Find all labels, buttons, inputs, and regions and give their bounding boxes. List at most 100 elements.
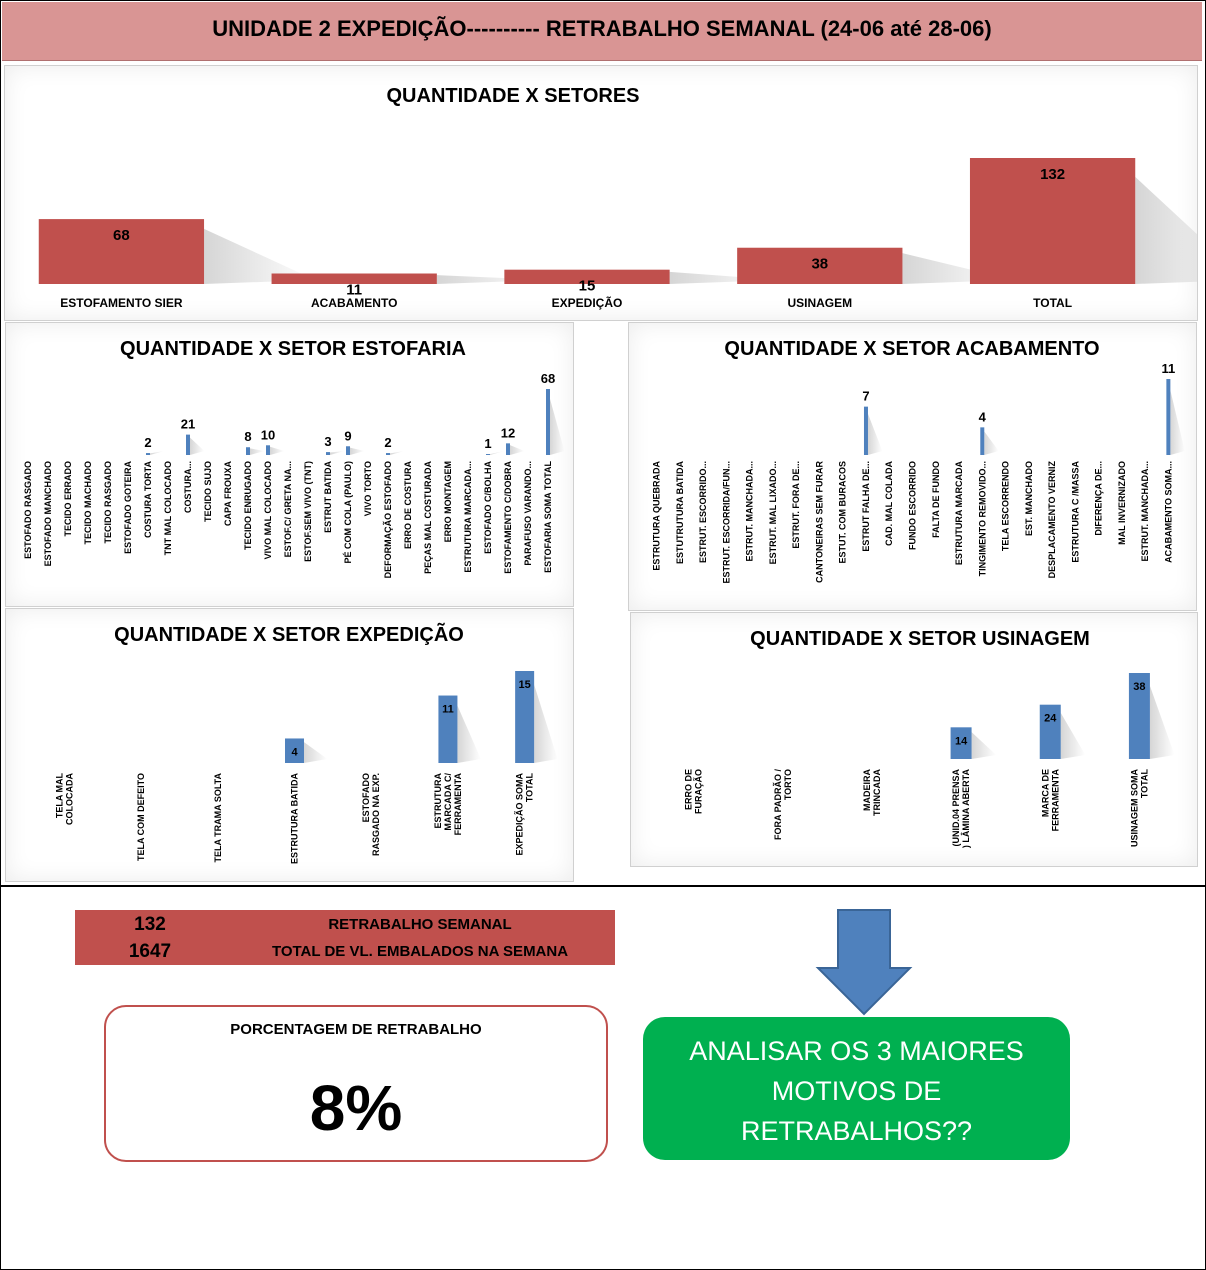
rework-value: 132 xyxy=(134,914,166,935)
chart-panel-expedicao: QUANTIDADE X SETOR EXPEDIÇÃO TELA MALCOL… xyxy=(5,608,574,882)
category-label: CANTONEIRAS SEM FURAR xyxy=(814,461,824,583)
chart-panel-setores: QUANTIDADE X SETORES 68 ESTOFAMENTO SIER 1… xyxy=(4,65,1198,321)
category-label: FALTA DE FUNDO xyxy=(931,461,941,538)
bar-shadow xyxy=(330,451,345,455)
category-label: ESTUTRUTURA BATIDA xyxy=(675,461,685,564)
category-label: EXPEDIÇÃO SOMATOTAL xyxy=(515,773,535,856)
bar-shadow xyxy=(457,705,481,763)
rework-label: RETRABALHO SEMANAL xyxy=(328,916,512,933)
bar-shadow xyxy=(490,451,505,455)
category-label: DESPLACAMENTO VERNIZ xyxy=(1047,460,1057,578)
data-label: 11 xyxy=(346,282,362,299)
header-bar: UNIDADE 2 EXPEDIÇÃO---------- RETRABALHO… xyxy=(2,2,1202,61)
bar-shadow xyxy=(1170,390,1185,455)
bar-8 xyxy=(186,434,190,455)
bar-15 xyxy=(326,452,330,455)
bar-shadow xyxy=(1135,176,1197,284)
category-label: MAL INVERNIZADO xyxy=(1117,461,1127,545)
data-label: 68 xyxy=(113,227,130,244)
page-title: UNIDADE 2 EXPEDIÇÃO---------- RETRABALHO… xyxy=(212,16,992,41)
chart-title: QUANTIDADE X SETOR ESTOFARIA xyxy=(120,338,466,360)
data-label: 4 xyxy=(979,409,987,424)
bar-shadow xyxy=(550,398,565,455)
data-label: 4 xyxy=(291,746,298,758)
category-label: ACABAMENTO SOMA... xyxy=(1163,461,1173,563)
bar-14 xyxy=(980,427,985,455)
category-label: ESTRUT. MAL LIXADO... xyxy=(768,461,778,564)
category-label: TOTAL xyxy=(1033,296,1072,310)
data-label: 2 xyxy=(384,435,391,450)
category-label: ACABAMENTO xyxy=(311,296,397,310)
bar-5 xyxy=(1128,673,1150,759)
data-label: 132 xyxy=(1040,166,1065,183)
data-label: 1 xyxy=(484,436,491,451)
bar-22 xyxy=(1166,379,1171,455)
bar-shadow xyxy=(867,413,883,455)
chart-acabamento: ESTRUTURA QUEBRADA ESTUTRUTURA BATIDA ESTR… xyxy=(652,361,1185,584)
data-label: 15 xyxy=(579,278,596,295)
category-label: ESTRUT. ESCORRIDO... xyxy=(698,461,708,563)
chart-title: QUANTIDADE X SETOR EXPEDIÇÃO xyxy=(114,624,464,646)
category-label: EST. MANCHADO xyxy=(1024,461,1034,536)
category-label: ESTRUT. MANCHADA... xyxy=(1140,461,1150,562)
data-label: 12 xyxy=(501,425,515,440)
data-label: 2 xyxy=(144,435,151,450)
category-label: ESTOFAMENTO C/DOBRA xyxy=(503,461,513,574)
category-label: TELA ESCORRENDO xyxy=(1001,461,1011,551)
category-label: PARAFUSO VARANDO... xyxy=(523,461,533,566)
category-label: ESTRUTURAMARCADA C/FERRAMENTA xyxy=(433,773,463,836)
category-label: TECIDO RASGADO xyxy=(103,461,113,544)
chart-expedicao: TELA MALCOLOCADA TELA COM DEFEITO TELA TRA… xyxy=(54,671,558,864)
chart-panel-estofaria: QUANTIDADE X SETOR ESTOFARIA ESTOFADO RA… xyxy=(5,322,574,607)
bar-11 xyxy=(246,447,250,455)
category-label: USINAGEM SOMATOTAL xyxy=(1129,769,1149,848)
bar-shadow xyxy=(971,732,997,759)
chart-panel-acabamento: QUANTIDADE X SETOR ACABAMENTO ESTRUTURA … xyxy=(628,322,1197,611)
percentage-value: 8% xyxy=(309,1072,403,1144)
percentage-label: PORCENTAGEM DE RETRABALHO xyxy=(230,1021,482,1038)
bar-5 xyxy=(438,695,458,763)
chart-title: QUANTIDADE X SETORES xyxy=(386,85,640,107)
category-label: COSTURA TORTA xyxy=(143,461,153,538)
bar-shadow xyxy=(250,448,265,455)
category-label: PÉ COM COLA (PAULO) xyxy=(343,461,353,564)
category-label: COSTURA... xyxy=(183,461,193,513)
category-label: TELA TRAMA SOLTA xyxy=(213,773,223,863)
data-label: 15 xyxy=(519,679,531,691)
bar-shadow xyxy=(350,447,365,455)
bar-shadow xyxy=(304,742,328,763)
category-label: ESTOFARIA SOMA TOTAL xyxy=(543,461,553,573)
bar-shadow xyxy=(190,437,205,455)
chart-title: QUANTIDADE X SETOR ACABAMENTO xyxy=(724,338,1100,360)
bar-shadow xyxy=(436,275,549,284)
bar-shadow xyxy=(984,431,999,455)
data-label: 24 xyxy=(1044,713,1057,725)
bar-shadow xyxy=(270,446,285,455)
data-label: 9 xyxy=(344,428,351,443)
category-label: DEFORMAÇÃO ESTOFADO xyxy=(383,461,393,578)
category-label: ESTUT. COM BURACOS xyxy=(838,461,848,564)
data-label: 38 xyxy=(811,256,828,273)
category-label: PEÇAS MAL COSTURADA xyxy=(423,461,433,574)
arrow-down-icon xyxy=(815,909,913,1016)
data-label: 11 xyxy=(442,704,454,716)
category-label: ESTOF.SEM VIVO (TNT) xyxy=(303,461,313,562)
category-label: TINGIMENTO REMOVIDO... xyxy=(977,461,987,576)
category-label: ESTOFAMENTO SIER xyxy=(60,296,183,310)
percentage-box: PORCENTAGEM DE RETRABALHO 8% xyxy=(104,1005,608,1162)
section-divider xyxy=(0,885,1206,887)
chart-title: QUANTIDADE X SETOR USINAGEM xyxy=(750,628,1090,650)
data-label: 14 xyxy=(955,735,968,747)
bar-3 xyxy=(737,247,903,284)
bar-3 xyxy=(950,727,972,759)
category-label: VIVO TORTO xyxy=(363,461,373,516)
category-label: ESTRUT. FORA DE... xyxy=(791,461,801,549)
bar-shadow xyxy=(1149,685,1175,759)
bar-9 xyxy=(863,406,868,455)
bar-shadow xyxy=(534,684,558,763)
category-label: ESTRUTURA QUEBRADA xyxy=(652,461,662,571)
category-label: TELA COM DEFEITO xyxy=(136,773,146,861)
category-label: (UNID.04 PRENSA) LÂMINA ABERTA xyxy=(951,769,971,849)
bar-26 xyxy=(546,389,550,455)
category-label: EXPEDIÇÃO xyxy=(552,295,623,310)
